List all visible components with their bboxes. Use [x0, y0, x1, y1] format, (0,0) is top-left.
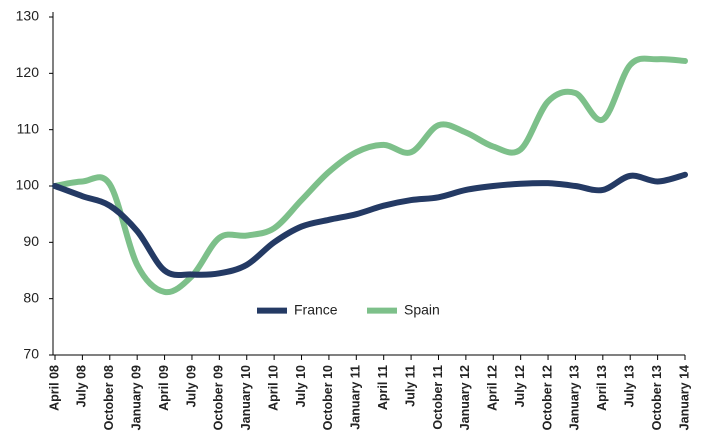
x-tick-label: January 14 — [677, 365, 691, 430]
x-tick-label: July 11 — [403, 365, 417, 407]
x-tick-label: January 10 — [239, 365, 253, 430]
x-tick-label: October 08 — [102, 365, 116, 430]
y-tick-label: 90 — [23, 233, 39, 249]
x-tick-label: April 12 — [486, 365, 500, 411]
x-tick-label: April 10 — [266, 365, 280, 411]
x-tick-label: April 11 — [376, 365, 390, 410]
x-tick-label: July 13 — [623, 365, 637, 407]
y-tick-label: 110 — [17, 120, 40, 136]
x-tick-label: July 09 — [184, 365, 198, 407]
legend-label: France — [294, 301, 338, 317]
y-tick-label: 70 — [23, 346, 39, 362]
x-tick-label: April 08 — [47, 365, 61, 411]
legend-label: Spain — [404, 301, 440, 317]
y-tick-label: 130 — [16, 8, 40, 24]
x-tick-label: July 10 — [294, 365, 308, 407]
x-tick-label: April 09 — [157, 365, 171, 411]
series-line — [52, 171, 688, 279]
x-tick-label: October 12 — [540, 365, 554, 430]
x-tick-label: January 13 — [568, 365, 582, 430]
x-tick-label: October 11 — [431, 365, 445, 430]
x-tick-label: October 13 — [650, 365, 664, 430]
y-tick-label: 100 — [16, 177, 40, 193]
x-tick-label: January 11 — [349, 365, 363, 430]
y-tick-label: 80 — [23, 289, 39, 305]
series-line — [52, 55, 688, 296]
x-tick-label: October 10 — [321, 365, 335, 430]
x-tick-label: January 09 — [129, 365, 143, 430]
x-tick-label: October 09 — [212, 365, 226, 430]
x-tick-label: July 08 — [75, 365, 89, 407]
x-tick-label: July 12 — [513, 365, 527, 407]
x-tick-label: April 13 — [595, 365, 609, 411]
y-tick-label: 120 — [16, 64, 40, 80]
x-tick-label: January 12 — [458, 365, 472, 430]
